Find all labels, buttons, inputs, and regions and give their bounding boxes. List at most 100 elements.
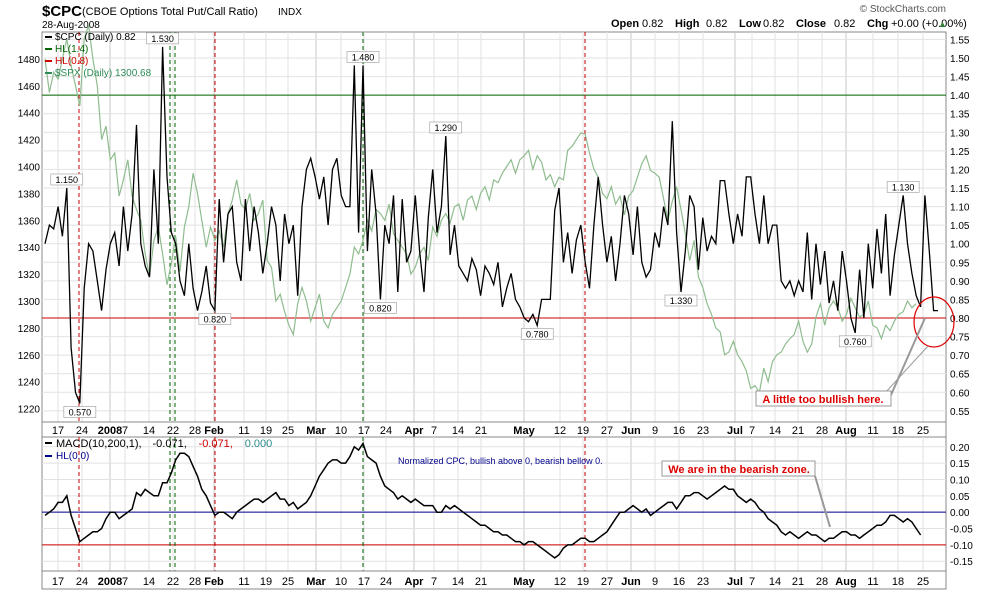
right-tick-label: 0.60: [950, 388, 970, 399]
x-tick-label: 28: [816, 576, 828, 588]
x-tick-label: 11: [238, 576, 249, 588]
right-tick-label: 0.20: [950, 443, 970, 454]
x-tick-label: 7: [431, 425, 437, 437]
callout-label: 1.150: [56, 175, 79, 185]
callout-label: 0.760: [844, 337, 867, 347]
right-tick-label: 1.25: [950, 147, 970, 158]
right-tick-label: 0.65: [950, 370, 970, 381]
x-tick-label: 17: [52, 576, 64, 588]
x-tick-label: 24: [380, 425, 392, 437]
right-tick-label: 1.20: [950, 165, 970, 176]
macd-right-axis: -0.15 -0.10 -0.05 0.00 0.05 0.10 0.15 0.20: [950, 443, 973, 568]
x-tick-label: 25: [282, 425, 294, 437]
right-tick-label: -0.05: [950, 525, 973, 536]
callout-label: 0.780: [526, 329, 549, 339]
left-tick-label: 1360: [18, 216, 41, 227]
legend-entry: HL(1.4): [55, 44, 88, 55]
left-tick-label: 1340: [18, 243, 41, 254]
x-tick-label: Jul: [727, 425, 743, 437]
annotation-pointer-1: [890, 317, 926, 396]
left-tick-label: 1300: [18, 297, 41, 308]
price-panel-frame: [41, 31, 947, 423]
x-tick-label: 25: [917, 425, 929, 437]
highlight-circle: [913, 296, 955, 348]
right-tick-label: 1.50: [950, 54, 970, 65]
x-tick-label: 7: [431, 576, 437, 588]
right-tick-label: 0.95: [950, 258, 970, 269]
right-tick-label: 0.75: [950, 333, 970, 344]
callout-label: 0.820: [369, 303, 392, 313]
x-tick-label: 7: [749, 576, 755, 588]
x-tick-label: 24: [380, 576, 392, 588]
callout-box: [50, 173, 84, 186]
x-tick-label: 17: [52, 425, 64, 437]
left-tick-label: 1220: [18, 405, 41, 416]
quote-label: High: [675, 18, 700, 30]
quote-value: 0.82: [763, 18, 784, 30]
left-tick-label: 1460: [18, 82, 41, 93]
x-tick-label: 10: [335, 425, 347, 437]
x-tick-label: May: [513, 425, 535, 437]
chart-header: $CPC (CBOE Options Total Put/Call Ratio)…: [42, 3, 967, 31]
right-tick-label: 1.35: [950, 110, 970, 121]
callout-label: 0.570: [69, 407, 92, 417]
price-right-axis: 0.55 0.60 0.65 0.70 0.75 0.80 0.85 0.90 0.95 1.00…: [950, 35, 970, 417]
callout-label: 1.290: [434, 123, 457, 133]
left-tick-label: 1400: [18, 162, 41, 173]
x-tick-label: 24: [76, 576, 88, 588]
x-tick-label: 19: [577, 576, 589, 588]
x-tick-label: 25: [282, 576, 294, 588]
x-tick-label: 21: [475, 576, 487, 588]
macd-panel-frame: [41, 436, 947, 572]
x-tick-label: 25: [917, 576, 929, 588]
x-tick-label: 7: [122, 576, 128, 588]
x-tick-label: 14: [769, 576, 781, 588]
left-tick-label: 1480: [18, 55, 41, 66]
x-tick-label: 18: [892, 576, 904, 588]
x-tick-label: Jul: [727, 576, 743, 588]
right-tick-label: 1.00: [950, 240, 970, 251]
bearish-annotation-text: We are in the bearish zone.: [668, 464, 810, 476]
x-axis-labels-bottom: 17 24 2008 7 14 22 28 Feb 11 19 25 Mar 10 17 24 Apr 7 14 2…: [52, 576, 929, 588]
quote-label: Open: [611, 18, 639, 30]
macd-note: Normalized CPC, bullish above 0, bearish…: [398, 456, 603, 466]
legend-entry: HL(0.8): [55, 56, 88, 67]
x-tick-label: Mar: [306, 576, 326, 588]
legend-entry: MACD(10,200,1),: [56, 438, 142, 450]
x-tick-label: 27: [601, 425, 613, 437]
x-tick-label: 11: [867, 576, 878, 588]
left-tick-label: 1260: [18, 351, 41, 362]
macd-legend: MACD(10,200,1), -0.071, -0.071, 0.000 HL(0.0…: [45, 438, 272, 462]
x-tick-label: 14: [143, 425, 155, 437]
callout-label: 1.480: [352, 52, 375, 62]
price-hlines: [42, 94, 946, 319]
callout-label: 1.330: [670, 296, 693, 306]
right-tick-label: 1.45: [950, 73, 970, 84]
bearish-pointer: [814, 475, 831, 528]
callout-box: [146, 32, 179, 45]
macd-series-line: [44, 441, 922, 559]
right-tick-label: 1.05: [950, 221, 970, 232]
right-tick-label: 1.15: [950, 184, 970, 195]
x-axis-labels-top: 17 24 2008 7 14 22 28 Feb 11 19 25 Mar 10 17 24 Apr 7 14 2…: [52, 425, 929, 437]
right-tick-label: 0.05: [950, 492, 970, 503]
x-tick-label: 23: [697, 425, 709, 437]
x-tick-label: 14: [769, 425, 781, 437]
price-callouts: 1.150 0.570 1.530 0.820 1.480 0.820 1.290 0.780…: [50, 32, 920, 418]
right-tick-label: 0.80: [950, 314, 970, 325]
bearish-annotation-box: [661, 460, 816, 477]
quote-value: +0.00 (+0.00%): [891, 18, 967, 30]
right-tick-label: 1.40: [950, 91, 970, 102]
x-tick-label: 21: [792, 425, 804, 437]
x-tick-label: 22: [167, 576, 179, 588]
callout-box: [838, 335, 872, 348]
x-tick-label: 10: [335, 576, 347, 588]
x-tick-label: 21: [475, 425, 487, 437]
left-tick-label: 1440: [18, 109, 41, 120]
x-tick-label: 2008: [98, 425, 122, 437]
x-tick-label: 16: [673, 425, 685, 437]
callout-box: [520, 328, 554, 340]
up-arrow-icon: ▲: [938, 19, 947, 29]
